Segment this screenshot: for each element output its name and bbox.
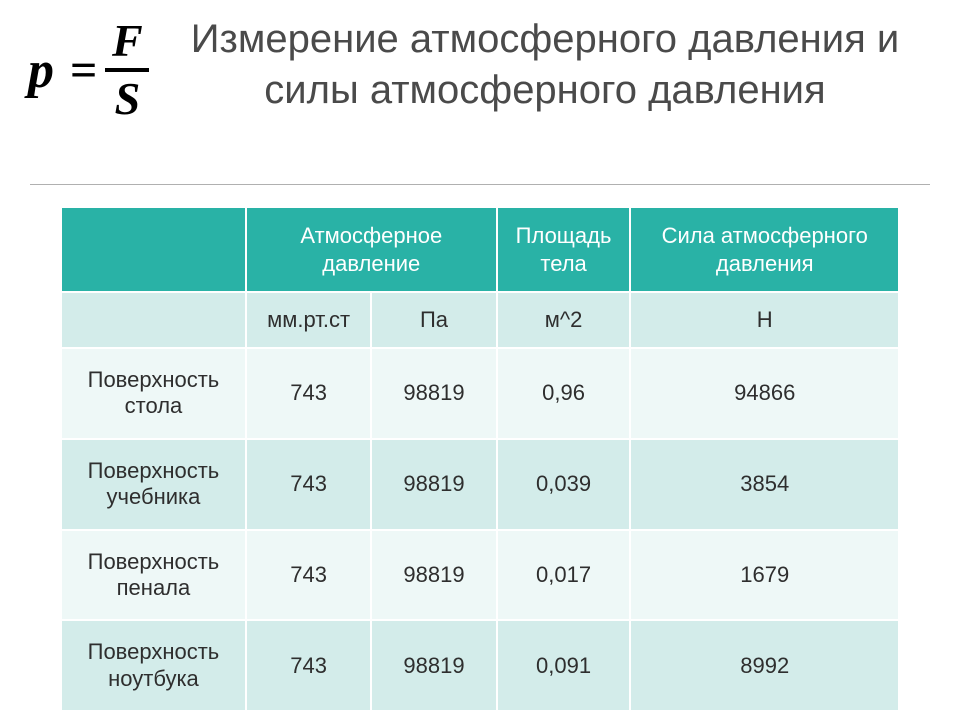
row-label: Поверхность пенала <box>62 530 246 621</box>
formula-denominator: S <box>115 74 141 122</box>
pressure-table: Атмосферное давление Площадь тела Сила а… <box>62 208 898 712</box>
table-row: Поверхность стола 743 98819 0,96 94866 <box>62 348 898 439</box>
row-pa: 98819 <box>371 530 496 621</box>
row-force: 3854 <box>630 439 898 530</box>
formula-equals: = <box>70 43 97 98</box>
row-area: 0,039 <box>497 439 631 530</box>
fraction-bar <box>105 68 149 72</box>
row-mmhg: 743 <box>246 620 371 711</box>
formula-fraction: F S <box>105 18 149 122</box>
table-header-row: Атмосферное давление Площадь тела Сила а… <box>62 208 898 292</box>
header-pressure: Атмосферное давление <box>246 208 497 292</box>
table-row: Поверхность учебника 743 98819 0,039 385… <box>62 439 898 530</box>
table-row: Поверхность ноутбука 743 98819 0,091 899… <box>62 620 898 711</box>
table-row: Поверхность пенала 743 98819 0,017 1679 <box>62 530 898 621</box>
units-m2: м^2 <box>497 292 631 348</box>
pressure-table-wrap: Атмосферное давление Площадь тела Сила а… <box>62 208 898 712</box>
row-area: 0,017 <box>497 530 631 621</box>
row-pa: 98819 <box>371 439 496 530</box>
table-units-row: мм.рт.ст Па м^2 Н <box>62 292 898 348</box>
row-area: 0,96 <box>497 348 631 439</box>
row-mmhg: 743 <box>246 439 371 530</box>
row-force: 8992 <box>630 620 898 711</box>
header-blank <box>62 208 246 292</box>
formula-lhs: p <box>28 41 54 100</box>
formula-numerator: F <box>112 18 143 66</box>
row-label: Поверхность ноутбука <box>62 620 246 711</box>
units-mmhg: мм.рт.ст <box>246 292 371 348</box>
title-underline <box>30 184 930 185</box>
header-area: Площадь тела <box>497 208 631 292</box>
row-mmhg: 743 <box>246 348 371 439</box>
pressure-formula: p = F S <box>28 18 149 122</box>
row-mmhg: 743 <box>246 530 371 621</box>
row-force: 94866 <box>630 348 898 439</box>
row-pa: 98819 <box>371 620 496 711</box>
header-force: Сила атмосферного давления <box>630 208 898 292</box>
units-newton: Н <box>630 292 898 348</box>
row-label: Поверхность стола <box>62 348 246 439</box>
row-label: Поверхность учебника <box>62 439 246 530</box>
units-pa: Па <box>371 292 496 348</box>
slide-title: Измерение атмосферного давления и силы а… <box>170 14 920 116</box>
row-force: 1679 <box>630 530 898 621</box>
row-area: 0,091 <box>497 620 631 711</box>
row-pa: 98819 <box>371 348 496 439</box>
units-blank <box>62 292 246 348</box>
